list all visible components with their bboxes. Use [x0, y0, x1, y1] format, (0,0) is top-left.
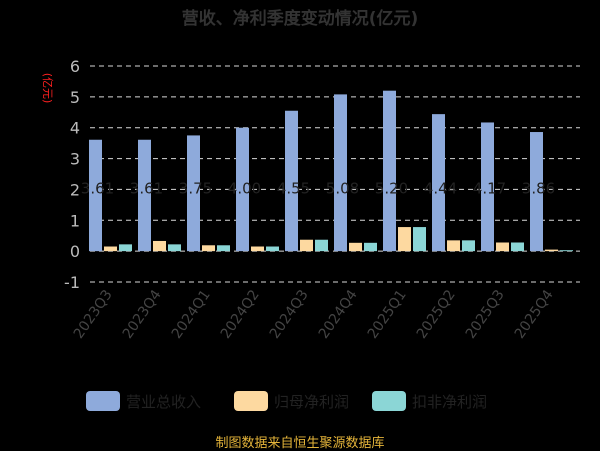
- data-labels: 3.61 3.61 3.75 4.00 4.55 5.08 5.20 4.44 4.17 3.86: [81, 179, 555, 197]
- legend: 营业总收入 归母净利润 扣非净利润: [86, 391, 487, 411]
- bar-series-2: [511, 242, 524, 252]
- x-tick-label: 2023Q3: [71, 287, 116, 342]
- data-label: 5.20: [375, 179, 408, 197]
- bar-series-0: [481, 122, 494, 252]
- data-label: 4.55: [277, 179, 310, 197]
- bar-series-0: [285, 110, 298, 252]
- y-axis-label: (亿元): [41, 73, 54, 104]
- bar-series-0: [383, 90, 396, 252]
- x-tick-label: 2024Q2: [218, 287, 263, 342]
- y-tick-label: 2: [70, 180, 80, 199]
- y-tick-label: 4: [70, 119, 80, 138]
- bar-series-2: [266, 246, 279, 252]
- x-tick-label: 2024Q4: [316, 287, 361, 342]
- legend-label: 营业总收入: [126, 393, 201, 411]
- data-label: 3.61: [130, 179, 163, 197]
- bar-series-0: [236, 127, 249, 252]
- legend-swatch: [86, 391, 120, 411]
- source-footer: 制图数据来自恒生聚源数据库: [215, 436, 385, 451]
- bar-series-0: [138, 139, 151, 252]
- bar-series-0: [432, 114, 445, 252]
- data-label: 4.44: [424, 179, 457, 197]
- x-tick-label: 2025Q3: [463, 287, 508, 342]
- bar-series-1: [496, 242, 509, 252]
- y-tick-label: 5: [70, 88, 80, 107]
- legend-swatch: [234, 391, 268, 411]
- bar-series-0: [89, 139, 102, 252]
- bar-series-1: [300, 239, 313, 252]
- bar-series-2: [413, 227, 426, 252]
- x-tick-label: 2024Q3: [267, 287, 312, 342]
- y-axis-ticks: -1 0 1 2 3 4 5 6: [64, 57, 80, 292]
- data-label: 3.86: [522, 179, 555, 197]
- bar-series-1: [545, 249, 558, 252]
- bar-series-2: [560, 250, 573, 252]
- x-tick-label: 2025Q4: [512, 287, 557, 342]
- data-label: 3.75: [179, 179, 212, 197]
- x-tick-label: 2024Q1: [169, 287, 214, 342]
- bar-series-2: [462, 240, 475, 252]
- data-label: 4.17: [473, 179, 506, 197]
- chart-title: 营收、净利季度变动情况(亿元): [182, 8, 419, 29]
- data-label: 4.00: [228, 179, 261, 197]
- legend-label: 归母净利润: [274, 393, 349, 411]
- y-tick-label: 6: [70, 57, 80, 76]
- y-tick-label: -1: [64, 273, 80, 292]
- bar-series-1: [251, 246, 264, 252]
- bar-series-0: [334, 94, 347, 252]
- bar-series-1: [153, 240, 166, 252]
- bar-series-1: [202, 245, 215, 252]
- bar-series-0: [530, 132, 543, 252]
- x-tick-label: 2025Q1: [365, 287, 410, 342]
- y-tick-label: 1: [70, 211, 80, 230]
- x-tick-label: 2025Q2: [414, 287, 459, 342]
- bar-series-2: [364, 242, 377, 252]
- y-tick-label: 3: [70, 150, 80, 169]
- bar-series-2: [119, 244, 132, 252]
- bar-series-2: [315, 239, 328, 252]
- bars: [89, 90, 573, 252]
- data-label: 3.61: [81, 179, 114, 197]
- bar-series-1: [447, 240, 460, 252]
- bar-series-1: [349, 242, 362, 252]
- bar-series-0: [187, 135, 200, 252]
- x-axis-ticks: 2023Q3 2023Q4 2024Q1 2024Q2 2024Q3 2024Q4 2025…: [71, 287, 557, 342]
- data-label: 5.08: [326, 179, 359, 197]
- bar-series-1: [398, 227, 411, 252]
- x-tick-label: 2023Q4: [120, 287, 165, 342]
- y-tick-label: 0: [70, 242, 80, 261]
- bar-series-2: [168, 244, 181, 252]
- legend-label: 扣非净利润: [412, 393, 487, 411]
- bar-series-1: [104, 246, 117, 252]
- legend-swatch: [372, 391, 406, 411]
- bar-series-2: [217, 245, 230, 252]
